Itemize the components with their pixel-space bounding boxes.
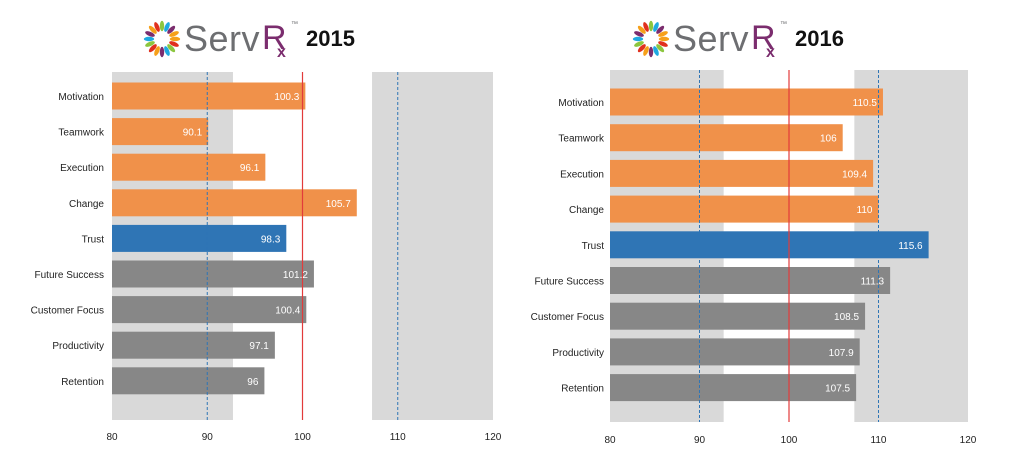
bar-execution: [112, 153, 266, 181]
chart-year-2015: 2015: [306, 26, 355, 51]
brand-serv-text: Serv: [673, 18, 750, 59]
bar-future-success: [610, 267, 891, 294]
bar-retention: [112, 367, 265, 395]
data-label: 100.3: [274, 92, 299, 103]
x-tick-label: 90: [694, 435, 706, 446]
category-label: Trust: [582, 241, 605, 252]
rx-symbol-icon: R x: [751, 19, 776, 59]
bar-customer-focus: [112, 296, 307, 324]
svg-text:R: R: [751, 19, 776, 57]
bar-change: [610, 195, 879, 223]
category-label: Productivity: [52, 341, 104, 352]
data-label: 98.3: [261, 234, 281, 245]
category-label: Future Success: [35, 270, 104, 281]
category-label: Customer Focus: [31, 306, 104, 317]
category-label: Productivity: [552, 348, 604, 359]
category-label: Customer Focus: [531, 312, 604, 323]
category-label: Retention: [61, 377, 104, 388]
x-tick-label: 100: [781, 435, 798, 446]
category-label: Retention: [561, 384, 604, 395]
bar-change: [112, 189, 357, 217]
svg-text:R: R: [262, 19, 287, 57]
rx-symbol-icon: R x: [262, 19, 287, 59]
data-label: 110.5: [853, 98, 878, 109]
x-tick-label: 110: [871, 435, 887, 446]
shaded-band: [372, 72, 493, 420]
chart-year-2016: 2016: [795, 26, 844, 51]
bar-productivity: [610, 338, 860, 366]
chart-2015: Motivation Teamwork Execution Change Trust Fu…: [31, 72, 502, 443]
data-label: 101.2: [283, 270, 308, 281]
x-tick-label: 80: [106, 432, 118, 443]
data-label: 97.1: [249, 341, 269, 352]
data-label: 109.4: [842, 169, 867, 180]
x-tick-label: 90: [202, 432, 214, 443]
chart-2016: Motivation Teamwork Execution Change Trust Fu…: [531, 70, 977, 446]
bar-customer-focus: [610, 302, 866, 330]
servrx-logo-2016: Serv R x ™ 2016: [631, 19, 844, 59]
data-label: 96: [247, 377, 259, 388]
trademark-mark: ™: [291, 21, 299, 28]
bar-retention: [610, 374, 857, 402]
data-label: 96.1: [240, 163, 260, 174]
servrx-logo-2015: Serv R x ™ 2015: [142, 19, 355, 59]
category-label: Execution: [560, 169, 604, 180]
bar-trust: [610, 231, 929, 259]
x-tick-label: 100: [294, 432, 311, 443]
bar-execution: [610, 159, 874, 187]
category-label: Teamwork: [558, 134, 605, 145]
category-label: Change: [69, 199, 104, 210]
bar-productivity: [112, 331, 275, 359]
data-label: 111.3: [861, 277, 885, 288]
bar-trust: [112, 224, 287, 252]
data-label: 105.7: [326, 199, 351, 210]
x-tick-label: 120: [960, 435, 977, 446]
category-label: Trust: [82, 234, 105, 245]
bar-future-success: [112, 260, 314, 288]
data-label: 106: [820, 134, 837, 145]
data-label: 90.1: [183, 128, 203, 139]
bar-motivation: [610, 88, 883, 116]
sunburst-logo-icon: [632, 20, 670, 58]
data-label: 100.4: [275, 306, 300, 317]
bar-teamwork: [112, 118, 209, 146]
category-label: Teamwork: [58, 128, 105, 139]
category-label: Motivation: [558, 98, 604, 109]
data-label: 107.9: [829, 348, 854, 359]
bar-teamwork: [610, 124, 843, 152]
x-tick-label: 80: [604, 435, 616, 446]
bar-motivation: [112, 82, 306, 110]
x-tick-label: 110: [390, 432, 406, 443]
data-label: 115.6: [898, 241, 923, 252]
category-label: Future Success: [535, 277, 604, 288]
category-label: Motivation: [58, 92, 104, 103]
sunburst-logo-icon: [143, 20, 181, 58]
data-label: 107.5: [825, 384, 850, 395]
category-label: Change: [569, 205, 604, 216]
trademark-mark: ™: [780, 21, 788, 28]
category-label: Execution: [60, 163, 104, 174]
svg-text:x: x: [277, 44, 286, 59]
data-label: 108.5: [834, 312, 859, 323]
svg-text:x: x: [766, 44, 775, 59]
data-label: 110: [857, 205, 873, 216]
x-tick-label: 120: [485, 432, 502, 443]
brand-serv-text: Serv: [184, 18, 261, 59]
